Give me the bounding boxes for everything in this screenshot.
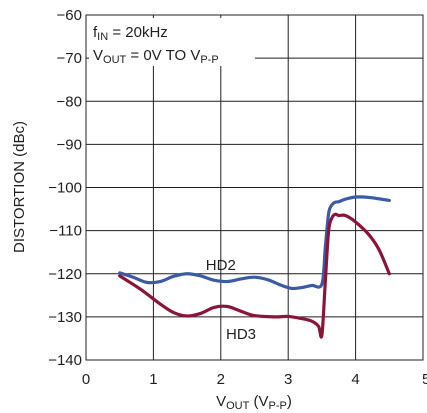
x-axis-title-rest: (V [249,393,268,410]
y-tick-labels: −60 −70 −80 −90 −100 −110 −120 −130 −140 [48,7,82,369]
series-label-hd3: HD3 [226,326,256,343]
x-tick-label: 2 [217,371,225,388]
y-axis-title: DISTORTION (dBc) [11,121,28,253]
x-tick-label: 4 [351,371,359,388]
annotation-fin: fIN = 20kHz [93,24,168,43]
annotation-fin-rest: = 20kHz [108,24,168,41]
annotation-vout-rest: = 0V TO V [126,47,200,64]
x-tick-labels: 0 1 2 3 4 5 [82,371,427,388]
series-group [118,195,391,339]
x-tick-label: 1 [149,371,157,388]
annotation-fin-sub: IN [97,31,108,43]
series-line-hd2 [118,195,391,291]
x-axis-title-sub: OUT [226,400,250,412]
plot-border [85,14,424,361]
annotation-background [89,18,255,66]
y-tick-label: −130 [48,309,82,326]
y-tick-label: −110 [49,223,82,240]
x-tick-label: 5 [422,371,427,388]
series-line-hd3 [118,212,391,339]
x-tick-label: 0 [82,371,90,388]
annotation-vout-sub2: P-P [200,54,218,66]
y-tick-label: −60 [57,7,82,24]
annotation-vout-main: V [93,47,103,64]
x-axis-title-end: ) [287,393,292,410]
annotation-vout-sub: OUT [103,54,127,66]
y-tick-label: −70 [57,50,82,67]
series-labels: HD2 HD3 [206,257,256,343]
x-axis-title-sub2: P-P [269,400,287,412]
y-tick-label: −140 [48,352,82,369]
annotation-fin-main: f [93,24,98,41]
series-label-hd2: HD2 [206,257,236,274]
y-tick-label: −90 [57,136,82,153]
x-axis-title-main: V [216,393,226,410]
x-tick-label: 3 [284,371,292,388]
annotation-vout: VOUT = 0V TO VP-P [93,47,219,66]
y-tick-label: −120 [48,266,82,283]
y-tick-label: −100 [48,180,82,197]
y-tick-label: −80 [57,93,82,110]
x-axis-title: VOUT (VP-P) [216,393,292,412]
